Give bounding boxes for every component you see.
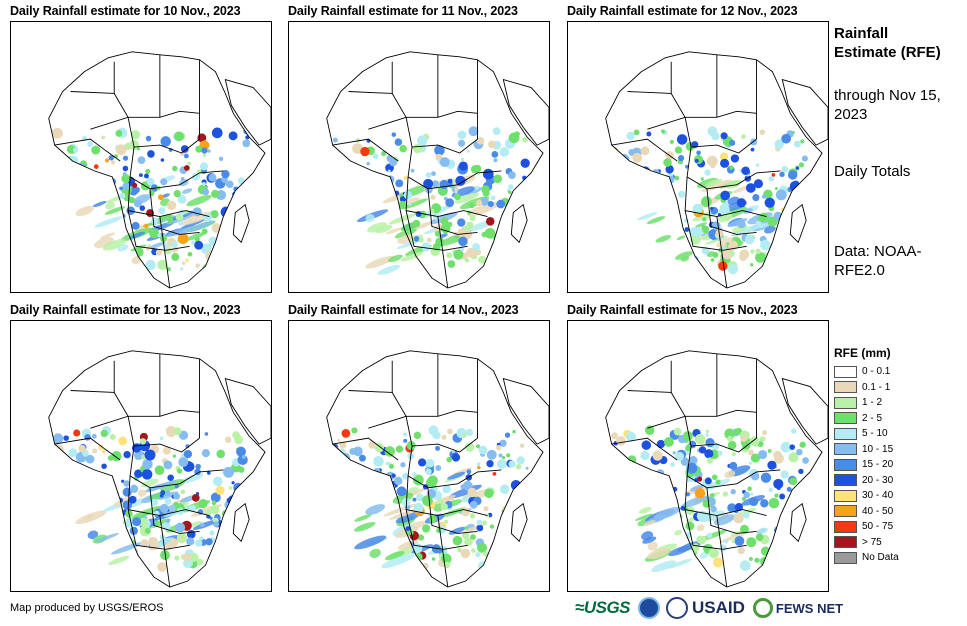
- legend-label: 20 - 30: [862, 474, 894, 486]
- rainfall-map: [288, 320, 550, 592]
- legend-title: RFE (mm): [834, 346, 891, 360]
- legend-swatch: [834, 427, 857, 440]
- legend-swatch: [834, 474, 857, 487]
- legend-item: 10 - 15: [834, 442, 954, 458]
- africa-map-svg: [326, 51, 549, 289]
- rainfall-map: [567, 320, 829, 592]
- panel-title: Daily Rainfall estimate for 14 Nov., 202…: [288, 303, 519, 317]
- map-credit: Map produced by USGS/EROS: [10, 602, 164, 614]
- fews-globe-icon: [752, 598, 773, 618]
- partner-logos: ≈USGS USAID FEWS NET: [575, 596, 843, 620]
- legend-swatch: [834, 412, 857, 425]
- country-borders: [48, 51, 271, 289]
- legend-swatch: [834, 365, 857, 378]
- legend-swatch: [834, 458, 857, 471]
- legend-swatch: [834, 396, 857, 409]
- legend-label: 15 - 20: [862, 459, 894, 471]
- legend-item: 20 - 30: [834, 473, 954, 489]
- legend-swatch: [834, 551, 857, 564]
- africa-map-svg: [326, 350, 549, 588]
- noaa-logo-icon: [638, 597, 661, 619]
- legend-item: 40 - 50: [834, 504, 954, 520]
- usaid-logo: USAID: [692, 598, 745, 617]
- legend-items: 0 - 0.1 0.1 - 1 1 - 2 2 - 5 5 - 10 10 - 15 15 …: [834, 364, 954, 566]
- land-rainfall: [605, 126, 811, 275]
- legend-label: No Data: [862, 552, 899, 564]
- panel-title: Daily Rainfall estimate for 12 Nov., 202…: [567, 4, 798, 18]
- panel-title: Daily Rainfall estimate for 13 Nov., 202…: [10, 303, 241, 317]
- legend-label: 0.1 - 1: [862, 381, 891, 393]
- legend-item: 15 - 20: [834, 457, 954, 473]
- africa-map-svg: [48, 51, 271, 289]
- usgs-logo: ≈USGS: [575, 598, 631, 617]
- data-source: Data: NOAA-RFE2.0: [834, 243, 922, 279]
- fews-net-logo: FEWS NET: [775, 600, 844, 616]
- legend-label: 50 - 75: [862, 521, 894, 533]
- legend-label: 5 - 10: [862, 428, 888, 440]
- legend-item: 0 - 0.1: [834, 364, 954, 380]
- rainfall-map: [567, 21, 829, 293]
- africa-map-svg: [48, 350, 271, 588]
- date-range: through Nov 15, 2023: [834, 87, 941, 123]
- panel-title: Daily Rainfall estimate for 15 Nov., 202…: [567, 303, 798, 317]
- legend-item: 0.1 - 1: [834, 380, 954, 396]
- legend-swatch: [834, 520, 857, 533]
- rfe-legend: RFE (mm) 0 - 0.1 0.1 - 1 1 - 2 2 - 5 5 - 10 1…: [834, 346, 954, 566]
- ocean-rainfall: [75, 473, 223, 566]
- legend-item: > 75: [834, 535, 954, 551]
- africa-map-svg: [605, 350, 828, 588]
- legend-swatch: [834, 443, 857, 456]
- rainfall-map: [10, 320, 272, 592]
- legend-label: 10 - 15: [862, 443, 894, 455]
- legend-item: 2 - 5: [834, 411, 954, 427]
- country-borders: [48, 350, 271, 588]
- legend-item: No Data: [834, 550, 954, 566]
- panel-title: Daily Rainfall estimate for 11 Nov., 202…: [288, 4, 518, 18]
- africa-map-svg: [605, 51, 828, 289]
- legend-item: 50 - 75: [834, 519, 954, 535]
- land-rainfall: [605, 425, 810, 572]
- country-borders: [605, 350, 828, 588]
- legend-label: 30 - 40: [862, 490, 894, 502]
- legend-label: 1 - 2: [862, 397, 883, 409]
- legend-swatch: [834, 505, 857, 518]
- panel-title: Daily Rainfall estimate for 10 Nov., 202…: [10, 4, 241, 18]
- legend-item: 1 - 2: [834, 395, 954, 411]
- legend-label: 2 - 5: [862, 412, 883, 424]
- totals-label: Daily Totals: [834, 163, 911, 180]
- legend-swatch: [834, 381, 857, 394]
- legend-item: 30 - 40: [834, 488, 954, 504]
- legend-label: > 75: [862, 536, 882, 548]
- country-borders: [326, 51, 549, 289]
- legend-item: 5 - 10: [834, 426, 954, 442]
- legend-label: 0 - 0.1: [862, 366, 891, 378]
- legend-swatch: [834, 489, 857, 502]
- product-title: Rainfall Estimate (RFE): [834, 25, 941, 61]
- country-borders: [605, 51, 828, 289]
- country-borders: [326, 350, 549, 588]
- rainfall-map: [10, 21, 272, 293]
- usaid-seal-icon: [666, 597, 689, 619]
- legend-swatch: [834, 536, 857, 549]
- legend-label: 40 - 50: [862, 505, 894, 517]
- rainfall-map: [288, 21, 550, 293]
